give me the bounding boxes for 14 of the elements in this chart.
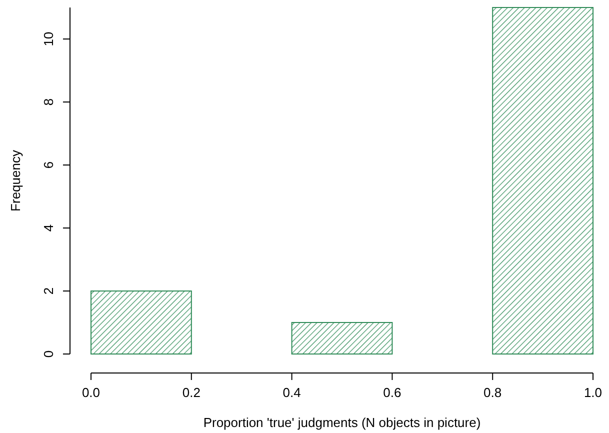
x-tick-label: 0.2 (182, 385, 200, 400)
x-tick-label: 0.4 (282, 385, 301, 400)
y-tick-label: 6 (41, 161, 56, 169)
x-tick-label: 0.6 (383, 385, 402, 400)
y-tick-label: 4 (41, 224, 56, 232)
x-tick-label: 0.0 (82, 385, 100, 400)
y-tick-label: 0 (41, 350, 56, 358)
y-tick-label: 8 (41, 98, 56, 106)
x-axis-title: Proportion 'true' judgments (N objects in picture) (203, 415, 481, 430)
x-tick-label: 0.8 (484, 385, 502, 400)
x-tick-label: 1.0 (584, 385, 602, 400)
y-tick-label: 2 (41, 287, 56, 295)
y-tick-label: 10 (41, 32, 56, 46)
y-axis-title: Frequency (8, 150, 23, 212)
